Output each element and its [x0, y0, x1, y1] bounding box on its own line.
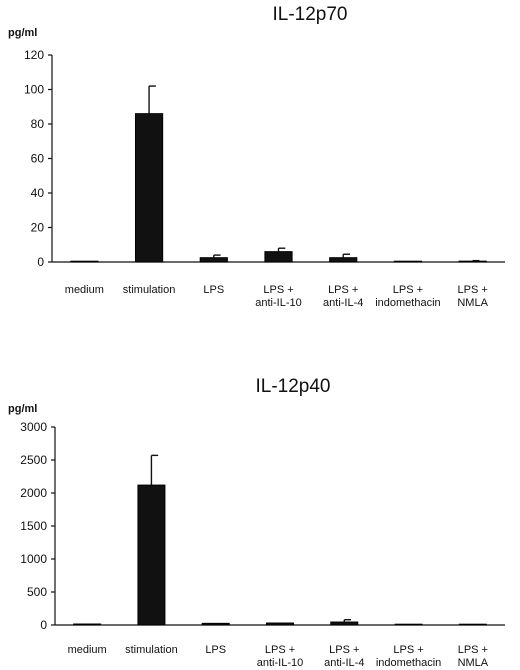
- y-axis-label: pg/ml: [8, 403, 37, 415]
- category-label: LPS: [205, 644, 226, 656]
- y-tick-label: 60: [31, 152, 45, 166]
- y-tick-label: 3000: [20, 420, 47, 434]
- category-label: indomethacin: [376, 657, 441, 669]
- y-tick-label: 20: [31, 221, 45, 235]
- bar: [70, 260, 99, 263]
- y-tick-label: 2500: [20, 453, 47, 467]
- chart-title: IL-12p40: [255, 376, 330, 397]
- category-label: NMLA: [457, 297, 488, 309]
- category-label: stimulation: [125, 644, 178, 656]
- category-label: LPS +: [263, 284, 293, 296]
- category-label: LPS +: [265, 644, 295, 656]
- bar: [199, 257, 228, 263]
- bar: [394, 623, 423, 626]
- y-axis-label: pg/ml: [8, 27, 37, 39]
- y-tick-label: 80: [31, 117, 45, 131]
- category-label: stimulation: [123, 284, 176, 296]
- category-label: LPS: [203, 284, 224, 296]
- y-tick-label: 40: [31, 186, 45, 200]
- y-tick-label: 2000: [20, 486, 47, 500]
- bar: [73, 623, 102, 626]
- category-label: anti-IL-4: [323, 297, 363, 309]
- y-tick-label: 120: [24, 48, 44, 62]
- category-label: LPS +: [329, 644, 359, 656]
- bar: [330, 621, 359, 626]
- bar: [134, 113, 164, 263]
- y-tick-label: 100: [24, 83, 44, 97]
- category-label: LPS +: [458, 284, 488, 296]
- y-tick-label: 1000: [20, 552, 47, 566]
- category-label: medium: [65, 284, 104, 296]
- chart-il12p40: IL-12p40 pg/ml 0 500 1000 1500 2000 2500 3000 med…: [8, 376, 505, 669]
- bar: [393, 260, 423, 263]
- category-label: medium: [68, 644, 107, 656]
- bar: [137, 484, 166, 626]
- y-tick-label: 0: [40, 618, 47, 632]
- y-tick-label: 500: [27, 585, 47, 599]
- bar: [266, 622, 294, 626]
- category-label: LPS +: [393, 644, 423, 656]
- category-label: anti-IL-10: [255, 297, 301, 309]
- category-label: LPS +: [393, 284, 423, 296]
- category-label: LPS +: [458, 644, 488, 656]
- bar: [458, 623, 487, 626]
- y-tick-label: 1500: [20, 519, 47, 533]
- category-label: LPS +: [328, 284, 358, 296]
- bar: [201, 622, 230, 626]
- category-label: anti-IL-4: [324, 657, 364, 669]
- chart-title: IL-12p70: [272, 4, 347, 25]
- chart-il12p70: IL-12p70 pg/ml 0 20 40 60 80 100 120 medium stimul…: [8, 4, 505, 309]
- bar: [329, 257, 358, 263]
- y-tick-label: 0: [37, 255, 44, 269]
- category-label: anti-IL-10: [257, 657, 303, 669]
- category-label: NMLA: [458, 657, 489, 669]
- category-label: indomethacin: [375, 297, 440, 309]
- bar: [264, 251, 293, 263]
